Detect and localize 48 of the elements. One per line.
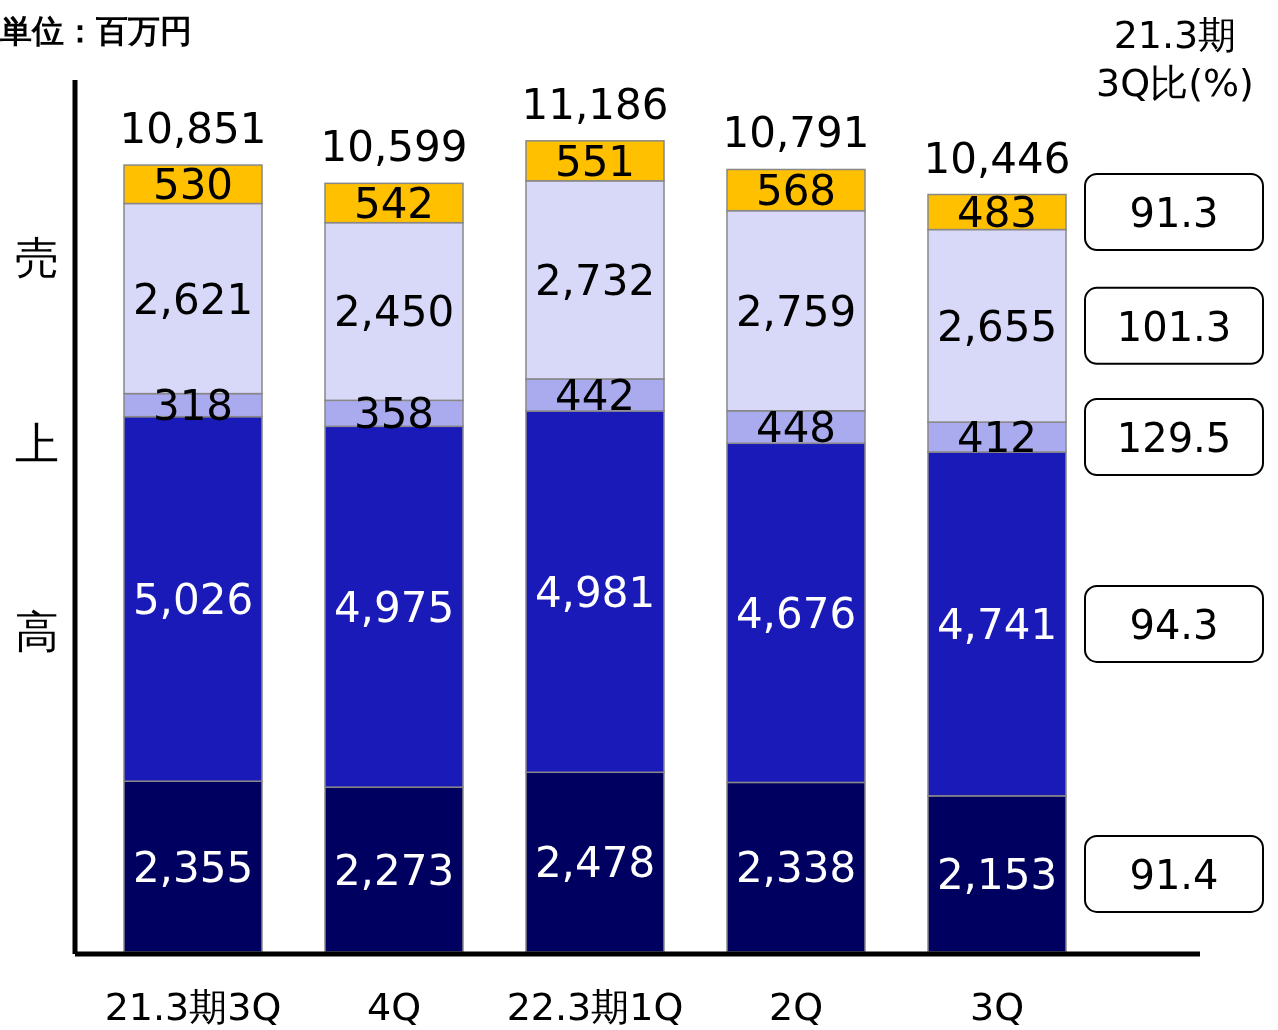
total-label: 10,599 — [320, 122, 468, 172]
data-label: 5,026 — [132, 574, 254, 624]
data-label: 4,975 — [333, 582, 455, 632]
data-label: 2,478 — [534, 838, 656, 888]
x-tick-label: 21.3期3Q — [104, 985, 282, 1029]
data-label: 551 — [554, 136, 636, 186]
data-label: 568 — [755, 166, 837, 216]
total-label: 10,791 — [722, 108, 870, 158]
ratio-box: 91.4 — [1084, 834, 1264, 913]
annotation: 91.3 — [1129, 190, 1219, 237]
x-tick-label: 4Q — [366, 985, 422, 1029]
text: 単位：百万円 — [0, 12, 192, 50]
ratio-box: 91.3 — [1084, 173, 1264, 251]
ratio-box: 101.3 — [1084, 286, 1264, 365]
data-label: 2,450 — [333, 287, 455, 337]
data-label: 442 — [554, 370, 636, 420]
data-label: 448 — [755, 403, 837, 453]
data-label: 4,676 — [735, 588, 857, 638]
data-label: 2,273 — [333, 845, 455, 895]
data-label: 530 — [152, 160, 234, 210]
data-label: 2,153 — [936, 849, 1058, 899]
x-tick-label: 2Q — [768, 985, 824, 1029]
data-label: 358 — [353, 389, 435, 439]
x-tick-label: 3Q — [969, 985, 1025, 1029]
total-label: 10,446 — [923, 133, 1071, 183]
data-label: 542 — [353, 178, 435, 228]
y-axis-title: 売上高 — [12, 200, 64, 758]
total-label: 10,851 — [119, 104, 267, 154]
data-label: 2,759 — [735, 286, 857, 336]
data-label: 2,655 — [936, 301, 1058, 351]
annotation: 94.3 — [1129, 601, 1219, 648]
total-label: 11,186 — [521, 79, 669, 129]
data-label: 318 — [152, 381, 234, 431]
data-label: 2,355 — [132, 842, 254, 892]
annotation: 129.5 — [1116, 415, 1232, 462]
data-label: 2,732 — [534, 255, 656, 305]
annotation: 91.4 — [1129, 851, 1219, 898]
data-label: 4,741 — [936, 599, 1058, 649]
ratio-box: 129.5 — [1084, 398, 1264, 477]
data-label: 483 — [956, 188, 1038, 238]
text: 21.3期 3Q比(%) — [1096, 13, 1254, 105]
data-label: 2,338 — [735, 843, 857, 893]
annotation: 101.3 — [1116, 303, 1232, 350]
x-tick-label: 22.3期1Q — [506, 985, 684, 1029]
data-label: 2,621 — [132, 274, 254, 324]
data-label: 4,981 — [534, 567, 656, 617]
ratio-box: 94.3 — [1084, 584, 1264, 663]
data-label: 412 — [956, 413, 1038, 463]
